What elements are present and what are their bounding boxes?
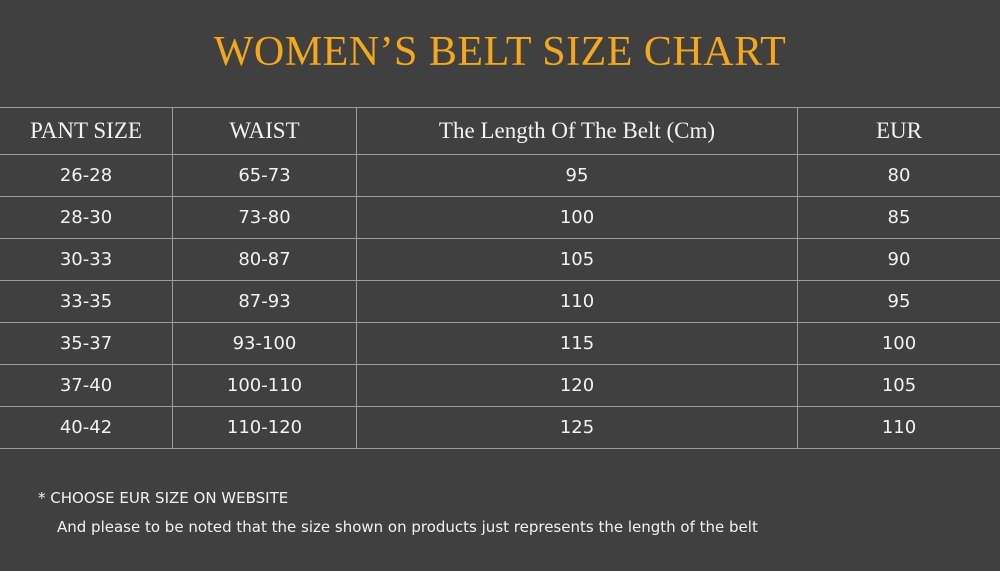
- cell-eur: 100: [797, 322, 1000, 365]
- cell-eur: 80: [797, 154, 1000, 197]
- cell-pant-size: 37-40: [0, 364, 173, 407]
- cell-belt-length: 95: [356, 154, 798, 197]
- cell-waist: 93-100: [172, 322, 357, 365]
- cell-eur: 90: [797, 238, 1000, 281]
- table-row: 37-40 100-110 120 105: [0, 364, 1000, 407]
- table-row: 33-35 87-93 110 95: [0, 280, 1000, 323]
- table-row: 30-33 80-87 105 90: [0, 238, 1000, 281]
- cell-waist: 65-73: [172, 154, 357, 197]
- cell-pant-size: 28-30: [0, 196, 173, 239]
- header-eur: EUR: [797, 107, 1000, 155]
- header-row: PANT SIZE WAIST The Length Of The Belt (…: [0, 107, 1000, 155]
- cell-waist: 110-120: [172, 406, 357, 449]
- cell-pant-size: 26-28: [0, 154, 173, 197]
- cell-pant-size: 30-33: [0, 238, 173, 281]
- cell-waist: 100-110: [172, 364, 357, 407]
- header-pant-size: PANT SIZE: [0, 107, 173, 155]
- cell-pant-size: 35-37: [0, 322, 173, 365]
- cell-belt-length: 115: [356, 322, 798, 365]
- cell-eur: 110: [797, 406, 1000, 449]
- table-row: 26-28 65-73 95 80: [0, 154, 1000, 197]
- cell-eur: 105: [797, 364, 1000, 407]
- cell-belt-length: 105: [356, 238, 798, 281]
- cell-pant-size: 40-42: [0, 406, 173, 449]
- header-waist: WAIST: [172, 107, 357, 155]
- cell-waist: 80-87: [172, 238, 357, 281]
- cell-eur: 95: [797, 280, 1000, 323]
- cell-belt-length: 120: [356, 364, 798, 407]
- cell-waist: 87-93: [172, 280, 357, 323]
- cell-eur: 85: [797, 196, 1000, 239]
- table-row: 35-37 93-100 115 100: [0, 322, 1000, 365]
- note-choose-eur: * CHOOSE EUR SIZE ON WEBSITE: [38, 489, 289, 507]
- table-row: 28-30 73-80 100 85: [0, 196, 1000, 239]
- cell-belt-length: 110: [356, 280, 798, 323]
- cell-belt-length: 100: [356, 196, 798, 239]
- chart-title: WOMEN’S BELT SIZE CHART: [213, 29, 787, 75]
- note-belt-length: And please to be noted that the size sho…: [57, 518, 758, 536]
- cell-waist: 73-80: [172, 196, 357, 239]
- cell-belt-length: 125: [356, 406, 798, 449]
- size-table: PANT SIZE WAIST The Length Of The Belt (…: [0, 107, 1000, 449]
- table-row: 40-42 110-120 125 110: [0, 406, 1000, 449]
- header-belt-length: The Length Of The Belt (Cm): [356, 107, 798, 155]
- cell-pant-size: 33-35: [0, 280, 173, 323]
